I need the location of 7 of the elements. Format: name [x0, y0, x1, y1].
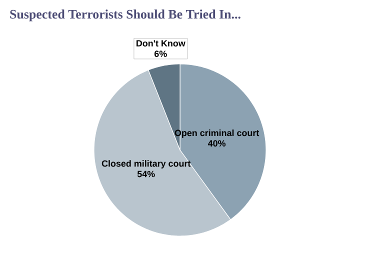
data-label: 40% — [208, 140, 226, 147]
slice-label: Closed military court — [102, 160, 191, 168]
slice-label: Don't Know — [136, 40, 186, 47]
slice-label: Open criminal court — [174, 130, 260, 138]
data-label: 54% — [137, 170, 155, 178]
chart-title: Suspected Terrorists Should Be Tried In... — [10, 10, 240, 22]
data-label: 6% — [154, 50, 167, 57]
